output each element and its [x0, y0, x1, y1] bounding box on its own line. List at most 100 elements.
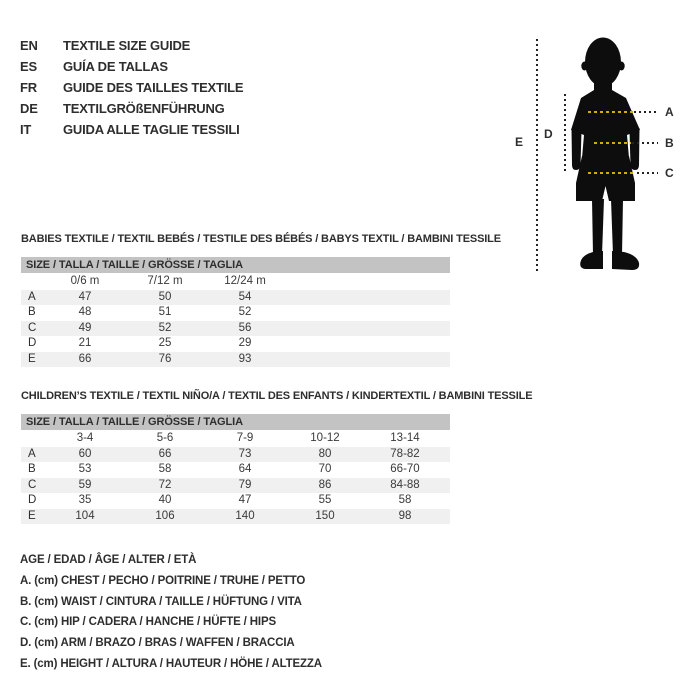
table-cell: 80	[318, 447, 332, 460]
table-row: C 59 72 79 86 84-88	[21, 477, 450, 494]
table-cell: 59	[78, 478, 92, 491]
table-cell: 29	[238, 337, 252, 349]
table-cell: 58	[158, 463, 172, 475]
row-label: B	[28, 463, 36, 475]
filler-cell	[445, 478, 450, 494]
table-cell: 70	[318, 463, 332, 475]
table-cell: 53	[78, 463, 92, 475]
measurement-legend: AGE / EDAD / ÂGE / ALTER / ETÀ A. (cm) C…	[20, 550, 322, 675]
children-size-table: SIZE / TALLA / TAILLE / GRÖSSE / TAGLIA …	[21, 414, 450, 524]
table-cell: 104	[75, 509, 95, 522]
table-cell: 49	[78, 321, 92, 334]
table-cell: 72	[158, 478, 172, 491]
legend-chest-line: A. (cm) CHEST / PECHO / POITRINE / TRUHE…	[20, 574, 306, 587]
filler-cell	[285, 321, 450, 337]
table-row: E 66 76 93	[21, 351, 450, 368]
row-label: C	[28, 321, 37, 334]
language-row-en: EN TEXTILE SIZE GUIDE	[20, 35, 243, 56]
table-cell: 40	[158, 494, 172, 506]
waist-leader-line	[632, 142, 658, 144]
language-row-it: IT GUIDA ALLE TAGLIE TESSILI	[20, 119, 243, 140]
table-cell: 150	[315, 509, 335, 522]
table-cell: 54	[238, 290, 252, 303]
table-cell: 25	[158, 337, 172, 349]
corner-cell	[21, 430, 45, 447]
table-row: A 60 66 73 80 78-82	[21, 446, 450, 462]
row-label: D	[28, 494, 37, 506]
language-title: GUÍA DE TALLAS	[63, 59, 168, 74]
column-header: 3-4	[76, 432, 94, 444]
filler-cell	[285, 290, 450, 306]
table-cell: 50	[158, 290, 172, 303]
legend-waist-line: B. (cm) WAIST / CINTURA / TAILLE / HÜFTU…	[20, 595, 302, 608]
column-header: 7/12 m	[147, 275, 183, 287]
filler-cell	[445, 493, 450, 509]
label-a: A	[665, 105, 674, 119]
table-row: B 48 51 52	[21, 305, 450, 321]
babies-section-title: BABIES TEXTILE / TEXTIL BEBÉS / TESTILE …	[21, 233, 501, 245]
table-cell: 52	[238, 306, 252, 318]
column-header: 5-6	[156, 432, 174, 444]
label-b: B	[665, 136, 674, 150]
table-row: B 53 58 64 70 66-70	[21, 462, 450, 478]
corner-cell	[21, 273, 45, 290]
table-cell: 56	[238, 321, 252, 334]
language-list: EN TEXTILE SIZE GUIDE ES GUÍA DE TALLAS …	[20, 35, 244, 140]
language-title: GUIDE DES TAILLES TEXTILE	[63, 80, 244, 95]
language-row-fr: FR GUIDE DES TAILLES TEXTILE	[20, 77, 244, 98]
row-label: A	[28, 290, 36, 303]
label-e: E	[515, 135, 524, 149]
language-code: DE	[20, 101, 38, 116]
filler-cell	[285, 352, 450, 368]
hip-measure-line	[588, 172, 636, 174]
language-title: TEXTILE SIZE GUIDE	[63, 38, 191, 53]
row-label: D	[28, 337, 37, 349]
table-row: E 104 106 140 150 98	[21, 508, 450, 524]
table-cell: 21	[78, 337, 92, 349]
table-cell: 55	[318, 494, 332, 506]
table-cell: 106	[155, 509, 175, 522]
row-label: B	[28, 306, 36, 318]
table-cell: 93	[238, 352, 252, 365]
hip-leader-line	[637, 172, 658, 174]
children-column-header-row: 3-4 5-6 7-9 10-12 13-14	[21, 430, 450, 447]
table-cell: 66	[78, 352, 92, 365]
table-cell: 86	[318, 478, 332, 491]
language-title: TEXTILGRÖßENFÜHRUNG	[63, 101, 225, 116]
table-cell: 47	[238, 494, 252, 506]
legend-age-line: AGE / EDAD / ÂGE / ALTER / ETÀ	[20, 554, 197, 566]
babies-size-table: SIZE / TALLA / TAILLE / GRÖSSE / TAGLIA …	[21, 257, 450, 367]
label-c: C	[665, 166, 674, 180]
row-label: E	[28, 509, 36, 522]
row-label: C	[28, 478, 37, 491]
children-size-header-bar: SIZE / TALLA / TAILLE / GRÖSSE / TAGLIA	[21, 414, 450, 430]
language-row-de: DE TEXTILGRÖßENFÜHRUNG	[20, 98, 243, 119]
table-cell: 58	[398, 494, 412, 506]
language-code: IT	[20, 122, 32, 137]
table-cell: 47	[78, 290, 92, 303]
child-silhouette-icon	[571, 37, 640, 270]
table-row: D 21 25 29	[21, 336, 450, 352]
table-cell: 64	[238, 463, 252, 475]
filler-cell	[445, 462, 450, 478]
language-row-es: ES GUÍA DE TALLAS	[20, 56, 243, 77]
table-cell: 84-88	[390, 478, 420, 491]
label-d: D	[544, 127, 553, 141]
legend-height-line: E. (cm) HEIGHT / ALTURA / HAUTEUR / HÖHE…	[20, 657, 322, 670]
filler-cell	[285, 336, 450, 352]
filler-cell	[445, 430, 450, 447]
table-cell: 140	[235, 509, 255, 522]
column-header: 0/6 m	[70, 275, 100, 287]
legend-arm-line: D. (cm) ARM / BRAZO / BRAS / WAFFEN / BR…	[20, 637, 295, 650]
row-label: A	[28, 447, 36, 460]
language-code: FR	[20, 80, 37, 95]
table-cell: 73	[238, 447, 252, 460]
table-row: C 49 52 56	[21, 320, 450, 337]
language-code: EN	[20, 38, 38, 53]
language-code: ES	[20, 59, 37, 74]
children-section-title: CHILDREN’S TEXTILE / TEXTIL NIÑO/A / TEX…	[21, 390, 533, 402]
column-header: 13-14	[390, 432, 420, 444]
chest-measure-line	[588, 111, 633, 113]
babies-column-header-row: 0/6 m 7/12 m 12/24 m	[21, 273, 450, 290]
table-row: A 47 50 54	[21, 289, 450, 306]
